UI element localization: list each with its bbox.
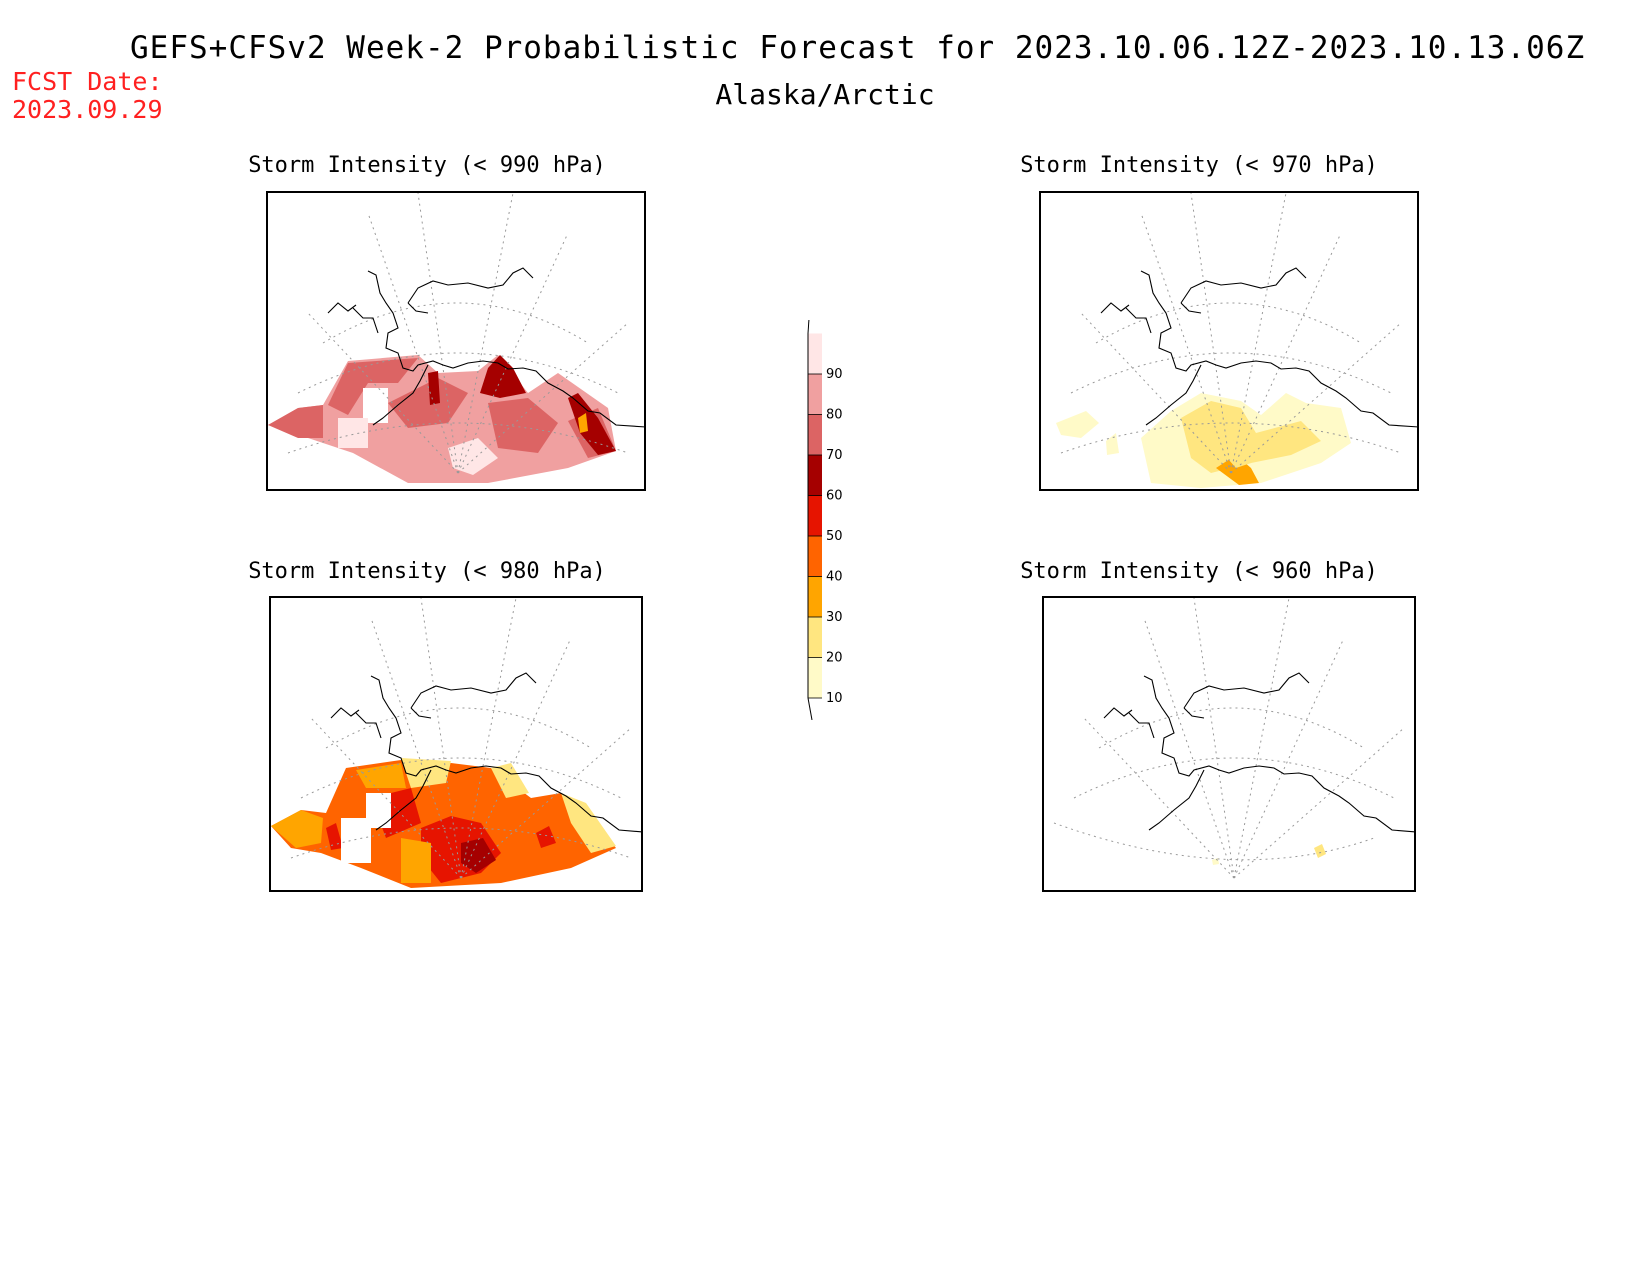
colorbar-tick-label: 40 [826, 570, 843, 585]
colorbar-segment [808, 536, 822, 577]
colorbar-segment [808, 495, 822, 536]
panel-980-svg [271, 598, 641, 888]
colorbar-segment [808, 657, 822, 698]
panel-990-title: Storm Intensity (< 990 hPa) [248, 153, 606, 178]
panel-990-map [266, 191, 646, 491]
colorbar-tick-label: 50 [826, 529, 843, 544]
forecast-date-label: FCST Date: 2023.09.29 [12, 68, 163, 124]
colorbar-tick-label: 30 [826, 610, 843, 625]
coastline [330, 672, 641, 833]
figure-subtitle: Alaska/Arctic [715, 78, 935, 111]
coastline [1100, 267, 1417, 428]
colorbar-segment [808, 617, 822, 658]
panel-980-title: Storm Intensity (< 980 hPa) [248, 559, 606, 584]
colorbar-tick-label: 60 [826, 489, 843, 504]
fcst-date: 2023.09.29 [12, 95, 163, 124]
panel-970-title: Storm Intensity (< 970 hPa) [1020, 153, 1378, 178]
colorbar-segment [808, 455, 822, 496]
panel-960-title: Storm Intensity (< 960 hPa) [1020, 559, 1378, 584]
probability-fill [1056, 393, 1351, 488]
figure-title: GEFS+CFSv2 Week-2 Probabilistic Forecast… [130, 30, 1586, 66]
colorbar-segment [808, 414, 822, 455]
panel-980-map [269, 596, 643, 892]
colorbar-segment [808, 374, 822, 415]
graticule [290, 598, 632, 879]
panel-960-svg [1053, 598, 1414, 879]
colorbar-tick-label: 80 [826, 408, 843, 423]
probability-fill [268, 355, 616, 483]
probability-fill [271, 758, 616, 888]
graticule [287, 193, 629, 474]
colorbar-segment [808, 576, 822, 617]
coastline [1103, 672, 1414, 833]
panel-960-map [1042, 596, 1416, 892]
colorbar-tick-label: 10 [826, 691, 843, 706]
colorbar-svg: 10 20 30 40 50 60 70 80 90 [807, 303, 843, 721]
graticule [1053, 598, 1405, 879]
colorbar: 10 20 30 40 50 60 70 80 90 [800, 303, 860, 724]
panel-970-map [1039, 191, 1419, 491]
colorbar-top-cap [807, 303, 811, 334]
panel-970-svg [1056, 193, 1417, 488]
graticule [1060, 193, 1402, 474]
coastline [327, 267, 644, 428]
colorbar-tick-label: 20 [826, 651, 843, 666]
panel-990-svg [268, 193, 644, 483]
colorbar-tick-label: 70 [826, 448, 843, 463]
fcst-label: FCST Date: [12, 67, 163, 96]
colorbar-segment [808, 333, 822, 374]
colorbar-tick-label: 90 [826, 367, 843, 382]
colorbar-bottom-cap [807, 697, 813, 721]
